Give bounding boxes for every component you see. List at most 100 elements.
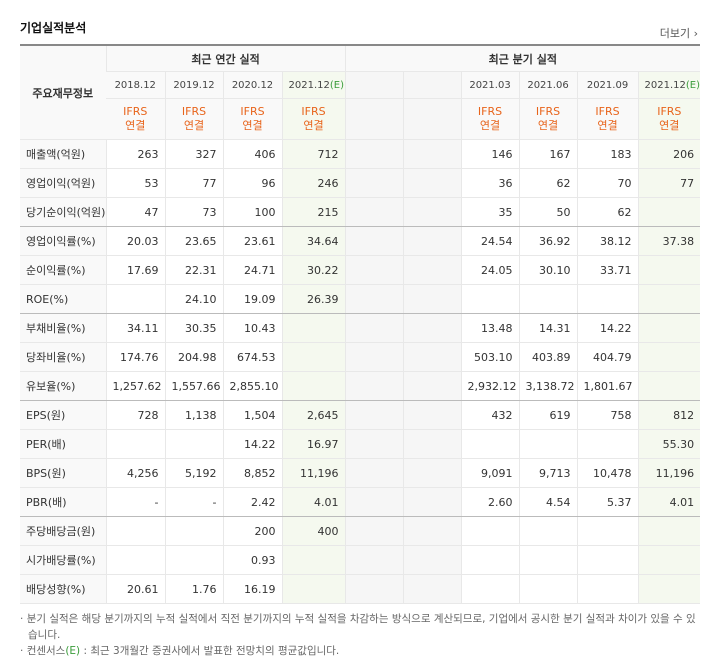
data-cell: 36 (460, 168, 520, 198)
period-row: 2018.12 2019.12 2020.12 2021.12(E) 2021.03 20… (20, 71, 701, 99)
data-row: PER(배) 14.22 16.97 55.30 (20, 429, 701, 459)
data-cell: 2,932.12 (460, 371, 520, 401)
data-cell: 37.38 (637, 226, 701, 256)
data-cell (402, 197, 462, 227)
data-cell: 73 (164, 197, 223, 227)
row-label: 매출액(억원) (20, 139, 106, 169)
data-cell: 167 (518, 139, 578, 169)
data-row: 순이익률(%) 17.69 22.31 24.71 30.22 24.05 30.10 33.… (20, 255, 701, 285)
standard-header: IFRS 연결 (106, 98, 165, 140)
data-cell (402, 139, 462, 169)
data-cell: 16.19 (222, 574, 282, 604)
data-cell: 10,478 (576, 458, 639, 488)
period: 2020.12 (231, 79, 274, 91)
data-cell (105, 284, 165, 314)
standard: IFRS (595, 105, 620, 118)
data-row: 배당성향(%) 20.61 1.76 16.19 (20, 574, 701, 604)
data-cell (576, 429, 639, 459)
estimate-mark: (E) (685, 79, 700, 91)
data-row: 당기순이익(억원) 47 73 100 215 35 50 62 (20, 197, 701, 227)
data-cell: 174.76 (105, 342, 165, 372)
data-cell: 14.22 (576, 313, 639, 343)
footnotes: · 분기 실적은 해당 분기까지의 누적 실적에서 직전 분기까지의 누적 실적… (20, 611, 700, 659)
data-row: 영업이익률(%) 20.03 23.65 23.61 34.64 24.54 36.92 38… (20, 226, 701, 256)
data-cell (637, 342, 701, 372)
basis: 연결 (303, 119, 324, 132)
row-label: 당기순이익(억원) (20, 197, 106, 227)
period-header: 2020.12 (222, 71, 282, 99)
period-header: 2018.12 (106, 71, 165, 99)
data-row: 영업이익(억원) 53 77 96 246 36 62 70 77 (20, 168, 701, 198)
period-header: 2021.12(E) (281, 71, 346, 99)
row-label: PBR(배) (20, 487, 106, 517)
data-cell (344, 197, 404, 227)
data-cell: 55.30 (637, 429, 701, 459)
data-cell: 10.43 (222, 313, 282, 343)
data-cell: 70 (576, 168, 639, 198)
data-cell: 0.93 (222, 545, 282, 575)
period: 2021.09 (586, 79, 629, 91)
row-label: 부채비율(%) (20, 313, 106, 343)
basis: 연결 (479, 119, 501, 132)
standard: IFRS (535, 105, 561, 118)
data-cell (637, 284, 701, 314)
data-cell (402, 255, 462, 285)
data-cell: 200 (222, 516, 282, 546)
data-cell: 34.11 (105, 313, 165, 343)
data-cell (105, 545, 165, 575)
data-cell (344, 284, 404, 314)
data-cell: 206 (637, 139, 701, 169)
performance-table: 주요재무정보 최근 연간 실적 최근 분기 실적 2018.12 2019.12 2020… (20, 44, 701, 604)
data-cell: 246 (281, 168, 346, 198)
standard-header (344, 98, 404, 140)
data-cell (460, 429, 520, 459)
data-cell (344, 574, 404, 604)
period-header: 2021.09 (576, 71, 639, 99)
data-cell: 204.98 (164, 342, 223, 372)
data-cell: 24.54 (460, 226, 520, 256)
data-cell: 96 (222, 168, 282, 198)
data-cell: 327 (164, 139, 223, 169)
data-cell: 403.89 (518, 342, 578, 372)
data-cell (344, 371, 404, 401)
data-cell: 17.69 (105, 255, 165, 285)
data-cell: 1,257.62 (105, 371, 165, 401)
data-cell: 77 (637, 168, 701, 198)
row-label: 순이익률(%) (20, 255, 106, 285)
data-cell: 4,256 (105, 458, 165, 488)
basis: 연결 (597, 119, 618, 132)
data-cell (164, 516, 223, 546)
data-cell: 11,196 (637, 458, 701, 488)
data-cell: 758 (576, 400, 639, 430)
group-header: 최근 연간 실적 (105, 44, 346, 72)
data-cell (637, 313, 701, 343)
standard: IFRS (123, 105, 148, 118)
data-cell (281, 371, 346, 401)
note-estimate: (E) (65, 645, 81, 657)
data-cell (402, 516, 462, 546)
basis: 연결 (125, 119, 146, 132)
data-cell (576, 574, 639, 604)
data-cell: 38.12 (576, 226, 639, 256)
data-cell: 33.71 (576, 255, 639, 285)
data-cell (402, 371, 462, 401)
data-cell (637, 197, 701, 227)
data-cell: 16.97 (281, 429, 346, 459)
more-text[interactable]: 더보기 (659, 27, 691, 40)
data-cell: 26.39 (281, 284, 346, 314)
more-link[interactable]: 더보기 › (659, 27, 698, 40)
standard: IFRS (240, 105, 265, 118)
data-cell: 9,091 (460, 458, 520, 488)
data-cell (344, 342, 404, 372)
estimate-mark: (E) (329, 79, 344, 91)
data-cell (164, 429, 223, 459)
period-header: 2021.12(E) (637, 71, 701, 99)
data-cell: 2,855.10 (222, 371, 282, 401)
data-cell (344, 487, 404, 517)
data-cell (344, 429, 404, 459)
data-cell (576, 516, 639, 546)
data-cell: 712 (281, 139, 346, 169)
data-cell: 34.64 (281, 226, 346, 256)
data-cell (637, 574, 701, 604)
